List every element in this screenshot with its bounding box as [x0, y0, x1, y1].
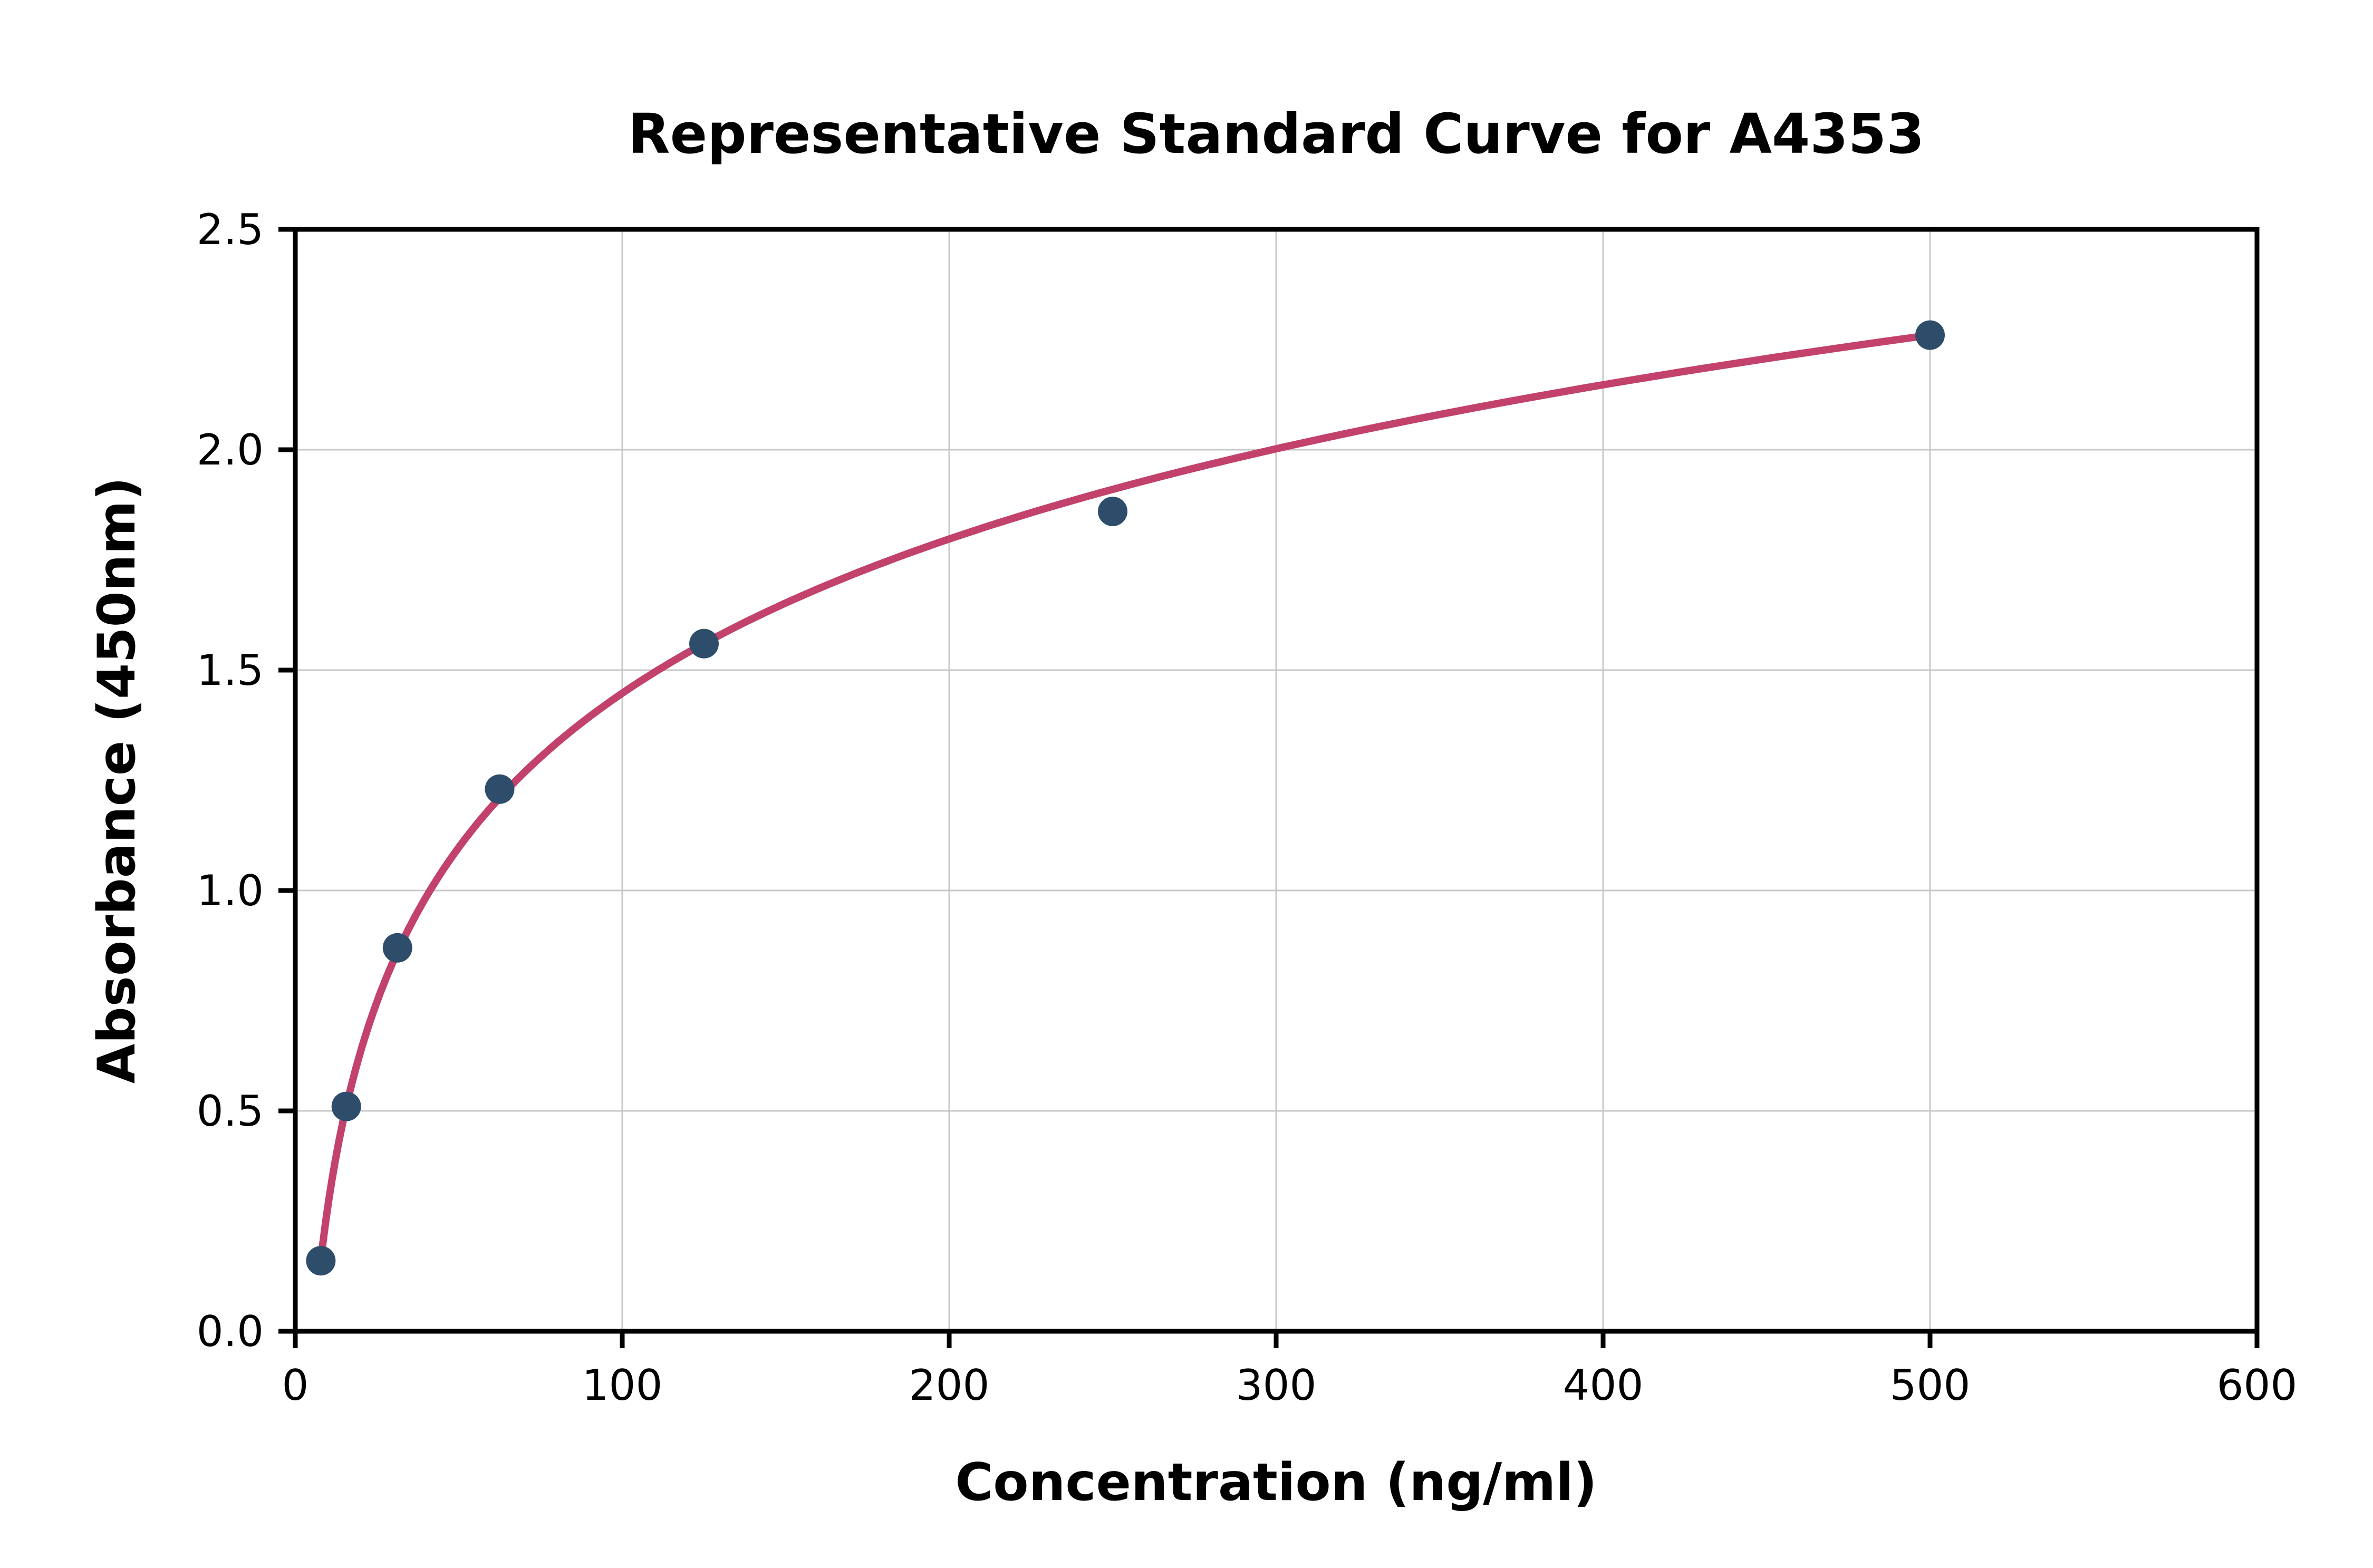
y-tick-label: 0.0	[197, 1307, 264, 1356]
x-tick-label: 0	[282, 1361, 309, 1410]
x-tick-label: 400	[1563, 1361, 1644, 1410]
y-tick-label: 2.0	[197, 425, 264, 475]
x-tick-label: 100	[582, 1361, 663, 1410]
x-axis-label: Concentration (ng/ml)	[955, 1453, 1597, 1513]
x-tick-label: 600	[2217, 1361, 2298, 1410]
y-tick-label: 0.5	[197, 1087, 264, 1136]
x-tick-label: 200	[909, 1361, 990, 1410]
x-tick-label: 300	[1236, 1361, 1317, 1410]
fit-curve-layer	[317, 330, 1944, 1265]
data-point	[382, 933, 412, 963]
data-point	[689, 628, 719, 659]
grid-lines	[294, 228, 2258, 1332]
chart-title: Representative Standard Curve for A4353	[628, 102, 1925, 166]
data-point	[331, 1091, 361, 1121]
y-axis-label: Absorbance (450nm)	[87, 477, 147, 1084]
y-tick-label: 1.5	[197, 646, 264, 695]
fit-curve	[317, 330, 1944, 1265]
data-point	[1915, 320, 1945, 350]
data-point	[485, 774, 515, 804]
y-tick-label: 1.0	[197, 866, 264, 915]
y-tick-label: 2.5	[197, 205, 264, 254]
data-point	[306, 1246, 336, 1276]
data-point	[1098, 497, 1127, 526]
x-tick-label: 500	[1890, 1361, 1971, 1410]
data-points-layer	[306, 320, 1945, 1276]
tick-layer: 0 100 200 300 400 500 600 0.0 0.5 1.0 1.5 2.0 2.5	[197, 205, 2298, 1410]
